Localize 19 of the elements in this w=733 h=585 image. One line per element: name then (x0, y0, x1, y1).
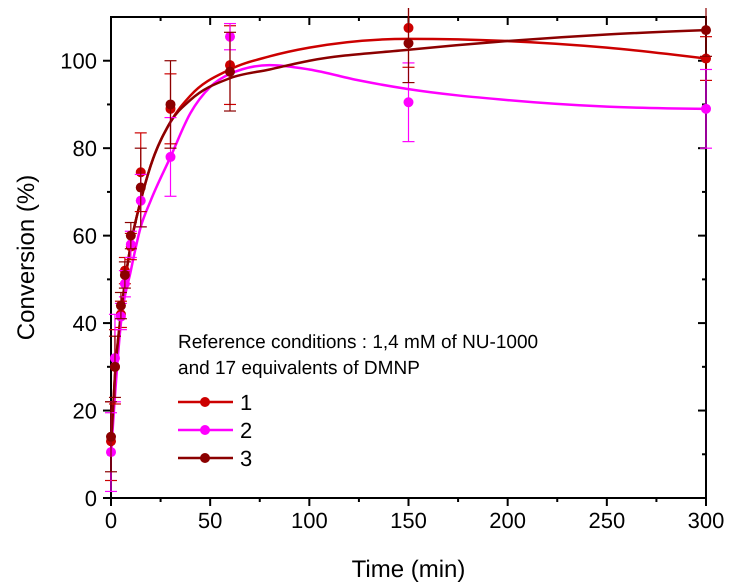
x-tick-label: 300 (688, 508, 724, 533)
x-axis-title: Time (min) (352, 556, 466, 583)
y-tick-label: 80 (72, 136, 97, 162)
y-tick-label: 20 (72, 398, 97, 424)
legend-label: 3 (240, 446, 252, 471)
y-tick-label: 60 (72, 224, 97, 249)
y-tick-label: 40 (72, 311, 97, 336)
legend-label: 2 (240, 418, 252, 443)
y-tick-label: 0 (84, 486, 97, 511)
x-tick-label: 50 (198, 508, 222, 533)
legend-title: Reference conditions : 1,4 mM of NU-1000 and 17 equivalents of DMNP (178, 332, 538, 379)
legend-label: 1 (240, 390, 252, 415)
y-tick-label: 100 (60, 48, 97, 74)
x-tick-label: 100 (290, 508, 328, 533)
x-tick-label: 250 (588, 508, 626, 533)
x-tick-label: 150 (390, 508, 427, 533)
y-axis-title: Conversion (%) (13, 174, 40, 340)
x-tick-label: 0 (104, 508, 118, 533)
x-tick-label: 200 (489, 508, 526, 533)
